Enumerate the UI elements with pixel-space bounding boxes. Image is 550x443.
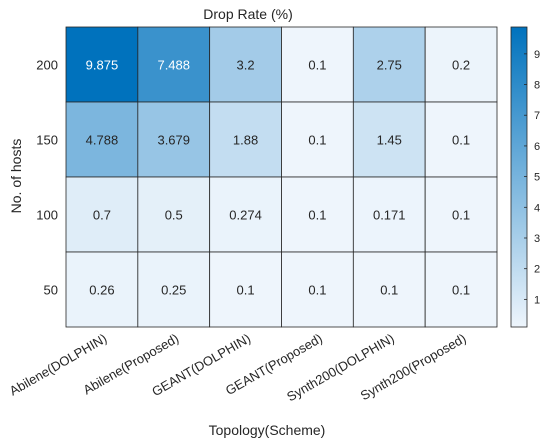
colorbar-tick-label: 6 — [534, 141, 540, 153]
cell-value-label: 0.1 — [308, 283, 326, 298]
chart-title: Drop Rate (%) — [203, 6, 292, 22]
cell-value-label: 1.45 — [377, 133, 402, 148]
cell-value-label: 3.679 — [157, 133, 190, 148]
cell-value-label: 2.75 — [377, 58, 402, 73]
heatmap-cell — [281, 176, 354, 253]
cell-value-label: 0.2 — [452, 58, 470, 73]
y-tick-label: 50 — [44, 283, 58, 298]
heatmap-cell — [65, 251, 139, 328]
cell-value-label: 0.1 — [308, 133, 326, 148]
cell-value-label: 0.274 — [229, 208, 262, 223]
y-tick-labels: 200 150 100 50 — [36, 58, 58, 298]
cell-value-label: 1.88 — [233, 133, 258, 148]
heatmap-cells: 9.875 7.488 3.2 0.1 2.75 0.2 4.788 3.679 1.88 0.1… — [65, 26, 498, 328]
cell-value-label: 7.488 — [157, 58, 190, 73]
cell-value-label: 0.1 — [452, 208, 470, 223]
heatmap-cell — [209, 26, 282, 103]
heatmap-cell — [424, 26, 498, 103]
heatmap-cell — [137, 251, 211, 328]
cell-value-label: 0.1 — [308, 208, 326, 223]
heatmap-cell — [209, 176, 282, 253]
heatmap-cell — [137, 176, 211, 253]
colorbar: 1 2 3 4 5 6 7 8 9 — [510, 26, 540, 328]
y-axis-label: No. of hosts — [8, 139, 24, 214]
cell-value-label: 0.26 — [89, 283, 114, 298]
colorbar-tick-label: 2 — [534, 264, 540, 276]
cell-value-label: 0.1 — [237, 283, 255, 298]
cell-value-label: 0.1 — [380, 283, 398, 298]
heatmap-cell — [281, 101, 354, 178]
heatmap-cell — [424, 176, 498, 253]
cell-value-label: 9.875 — [86, 58, 119, 73]
colorbar-tick-label: 7 — [534, 110, 540, 122]
heatmap-cell — [65, 26, 139, 103]
heatmap-cell — [65, 176, 139, 253]
cell-value-label: 0.1 — [308, 58, 326, 73]
heatmap-cell — [209, 251, 282, 328]
y-tick-label: 200 — [36, 58, 58, 73]
heatmap-cell — [137, 26, 211, 103]
cell-value-label: 0.7 — [93, 208, 111, 223]
colorbar-tick-label: 1 — [534, 294, 540, 306]
heatmap-cell — [424, 251, 498, 328]
heatmap-cell — [352, 26, 426, 103]
cell-value-label: 0.5 — [165, 208, 183, 223]
colorbar-tick-label: 3 — [534, 233, 540, 245]
heatmap-cell — [137, 101, 211, 178]
x-axis-label: Topology(Scheme) — [209, 422, 326, 438]
cell-value-label: 0.1 — [452, 133, 470, 148]
cell-value-label: 4.788 — [86, 133, 119, 148]
colorbar-tick-label: 4 — [534, 202, 540, 214]
heatmap-cell — [281, 26, 354, 103]
colorbar-tick-label: 5 — [534, 172, 540, 184]
cell-value-label: 0.1 — [452, 283, 470, 298]
colorbar-tick-label: 8 — [534, 80, 540, 92]
heatmap-cell — [352, 176, 426, 253]
cell-value-label: 0.171 — [373, 208, 406, 223]
heatmap-cell — [352, 251, 426, 328]
x-tick-labels: Abilene(DOLPHIN)Abilene(Proposed)GEANT(D… — [7, 331, 469, 405]
y-tick-label: 150 — [36, 133, 58, 148]
cell-value-label: 0.25 — [161, 283, 186, 298]
colorbar-tick-label: 9 — [534, 49, 540, 61]
heatmap-cell — [281, 251, 354, 328]
y-tick-label: 100 — [36, 208, 58, 223]
cell-value-label: 3.2 — [237, 58, 255, 73]
heatmap-cell — [424, 101, 498, 178]
